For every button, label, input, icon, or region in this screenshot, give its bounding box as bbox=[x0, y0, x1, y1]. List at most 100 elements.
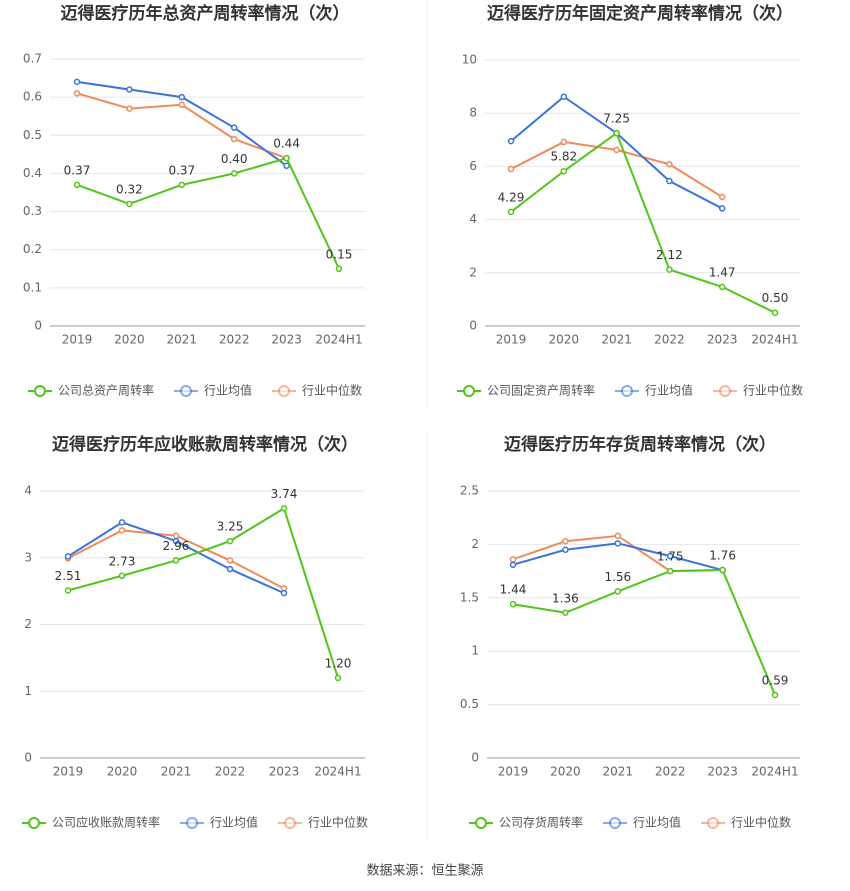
data-point bbox=[509, 600, 517, 608]
data-point bbox=[719, 566, 726, 574]
data-point bbox=[73, 90, 81, 97]
x-tick-label: 2020 bbox=[114, 333, 145, 347]
data-point bbox=[126, 200, 133, 208]
chart-title: 迈得医疗历年存货周转率情况（次） bbox=[504, 434, 776, 455]
legend-label: 行业均值 bbox=[204, 383, 252, 398]
data-label: 1.44 bbox=[500, 583, 527, 597]
series-line bbox=[76, 156, 340, 270]
data-point bbox=[613, 146, 620, 154]
data-point bbox=[64, 587, 72, 594]
chart-title: 迈得医疗历年总资产周转率情况（次） bbox=[61, 3, 350, 24]
legend-marker bbox=[28, 817, 40, 829]
legend-label: 公司固定资产周转率 bbox=[487, 383, 595, 398]
legend-marker bbox=[180, 385, 192, 397]
series-line bbox=[510, 131, 776, 314]
legend-item: 行业均值 bbox=[603, 815, 681, 830]
series-line bbox=[512, 542, 723, 571]
data-point bbox=[560, 167, 568, 175]
data-point bbox=[226, 565, 234, 573]
legend-item: 行业中位数 bbox=[272, 383, 362, 398]
data-label: 4.29 bbox=[498, 190, 525, 204]
y-tick-label: 0 bbox=[469, 319, 477, 333]
x-tick-label: 2022 bbox=[215, 765, 246, 779]
data-point bbox=[178, 101, 186, 109]
data-point bbox=[178, 93, 186, 101]
y-tick-label: 4 bbox=[24, 484, 32, 498]
legend-marker bbox=[475, 817, 487, 829]
x-tick-label: 2022 bbox=[655, 765, 686, 779]
legend-item: 公司存货周转率 bbox=[469, 815, 583, 830]
data-label: 0.32 bbox=[116, 182, 143, 196]
y-tick-label: 2 bbox=[471, 537, 479, 551]
legend-label: 行业均值 bbox=[645, 383, 693, 398]
legend-label: 行业中位数 bbox=[743, 383, 803, 398]
data-point bbox=[560, 138, 568, 146]
data-point bbox=[562, 546, 569, 553]
y-tick-label: 0.5 bbox=[23, 128, 42, 142]
data-label: 0.37 bbox=[168, 163, 195, 177]
data-point bbox=[509, 556, 517, 563]
x-tick-label: 2019 bbox=[62, 333, 93, 347]
y-tick-label: 6 bbox=[469, 159, 477, 173]
x-tick-label: 2024H1 bbox=[751, 765, 798, 779]
data-point bbox=[126, 105, 133, 112]
data-label: 0.15 bbox=[326, 247, 353, 261]
data-point bbox=[64, 553, 72, 560]
data-point bbox=[614, 540, 622, 547]
data-point bbox=[73, 78, 81, 86]
data-point bbox=[118, 519, 126, 526]
data-point bbox=[666, 266, 673, 273]
data-point bbox=[118, 572, 126, 580]
chart-title: 迈得医疗历年应收账款周转率情况（次） bbox=[52, 434, 358, 455]
legend-item: 行业均值 bbox=[174, 383, 252, 398]
legend-marker bbox=[609, 817, 621, 829]
data-point bbox=[507, 137, 515, 145]
data-point bbox=[172, 532, 180, 539]
x-tick-label: 2022 bbox=[219, 333, 250, 347]
x-tick-label: 2019 bbox=[498, 765, 529, 779]
data-label: 0.37 bbox=[64, 163, 91, 177]
y-tick-label: 0.3 bbox=[23, 204, 42, 218]
data-point bbox=[280, 505, 288, 512]
legend-label: 行业中位数 bbox=[731, 815, 791, 830]
data-point bbox=[226, 557, 234, 564]
legend-marker bbox=[284, 817, 296, 829]
series-line bbox=[67, 506, 339, 679]
legend-marker bbox=[463, 385, 475, 397]
x-tick-label: 2023 bbox=[707, 333, 738, 347]
x-tick-label: 2021 bbox=[167, 333, 198, 347]
data-label: 3.25 bbox=[217, 520, 244, 534]
x-tick-label: 2022 bbox=[654, 333, 685, 347]
data-point bbox=[230, 135, 238, 143]
x-tick-label: 2024H1 bbox=[315, 333, 362, 347]
data-label: 1.36 bbox=[552, 591, 579, 605]
y-tick-label: 8 bbox=[469, 106, 477, 120]
x-tick-label: 2024H1 bbox=[314, 765, 361, 779]
y-tick-label: 0.6 bbox=[23, 90, 42, 104]
x-tick-label: 2019 bbox=[53, 765, 84, 779]
legend-item: 公司应收账款周转率 bbox=[22, 815, 160, 830]
legend-marker bbox=[719, 385, 731, 397]
legend-item: 公司总资产周转率 bbox=[28, 383, 154, 398]
data-point bbox=[73, 181, 81, 189]
y-tick-label: 4 bbox=[469, 212, 477, 226]
series-line bbox=[512, 569, 776, 696]
x-tick-label: 2021 bbox=[601, 333, 632, 347]
y-tick-label: 1 bbox=[24, 684, 32, 698]
y-tick-label: 0 bbox=[24, 751, 32, 765]
legend-item: 行业均值 bbox=[180, 815, 258, 830]
legend-marker bbox=[278, 385, 290, 397]
legend-marker bbox=[186, 817, 198, 829]
x-tick-label: 2021 bbox=[603, 765, 634, 779]
x-tick-label: 2020 bbox=[107, 765, 138, 779]
data-label: 0.40 bbox=[221, 152, 248, 166]
data-point bbox=[718, 193, 726, 201]
data-point bbox=[666, 161, 673, 168]
data-point bbox=[283, 162, 290, 170]
data-label: 2.73 bbox=[109, 554, 136, 568]
data-point bbox=[666, 177, 673, 185]
data-label: 1.76 bbox=[709, 549, 736, 563]
x-tick-label: 2023 bbox=[271, 333, 302, 347]
legend-item: 行业中位数 bbox=[713, 383, 803, 398]
data-point bbox=[226, 537, 234, 545]
